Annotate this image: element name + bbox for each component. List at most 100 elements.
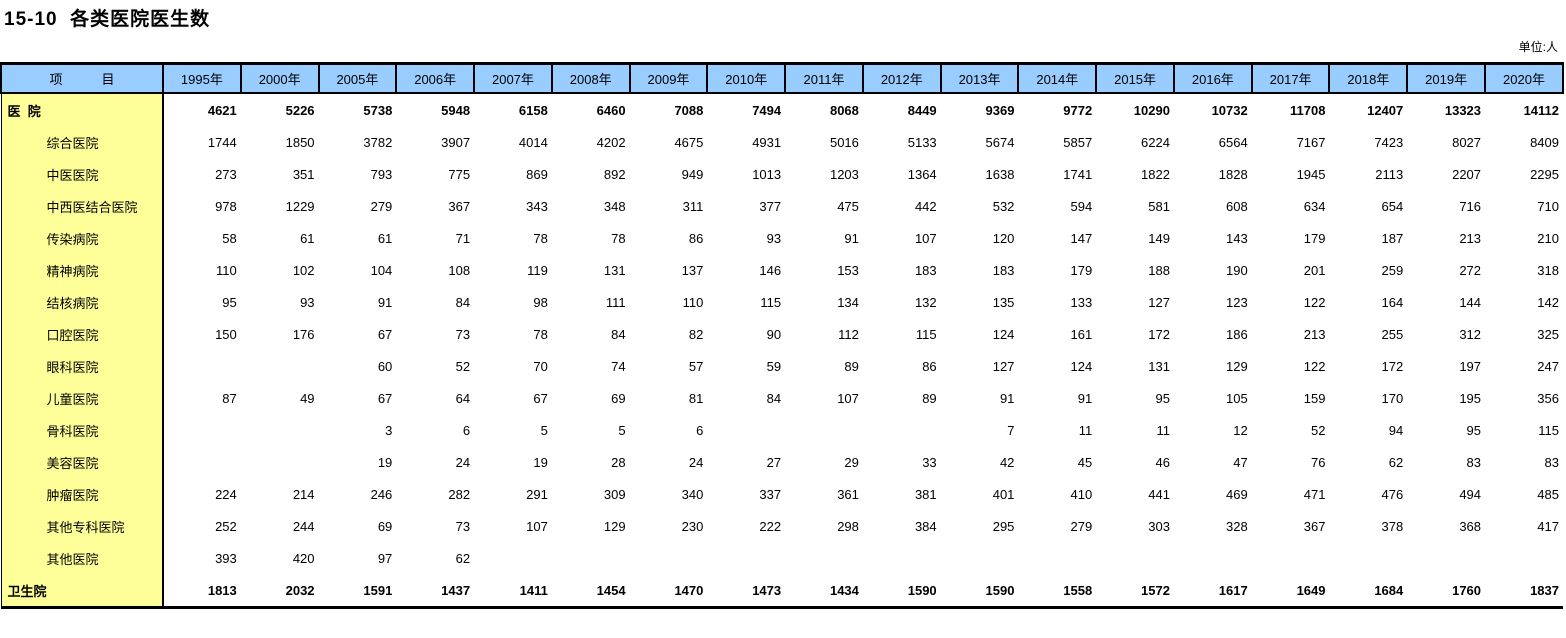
value-cell: 69 [377,518,393,534]
value-cell: 7494 [752,102,782,118]
table-body: 医 院 4621 5226 5738 5948 6158 6460 7088 7494 8068 8… [0,93,1563,609]
table-row: 医 院 4621 5226 5738 5948 6158 6460 7088 7494 8068 8… [0,93,1563,126]
value-cell: 24 [688,454,704,470]
value-cell: 64 [455,390,471,406]
value-cell: 172 [1381,358,1404,374]
value-cell: 91 [999,390,1015,406]
page-title: 15-10 各类医院医生数 [4,9,211,30]
value-cell: 2295 [1530,166,1559,182]
value-cell: 1813 [163,574,241,609]
table-row: 结核病院 95 93 91 84 98 111 110 115 134 132 135 133 127 12… [0,286,1563,318]
value-cell: 793 [370,166,393,182]
value-cell: 84 [766,390,782,406]
value-cell: 24 [455,454,471,470]
year-column-header: 2013年 [939,62,1020,94]
value-cell: 115 [1538,422,1559,438]
value-cell: 469 [1226,486,1248,502]
value-cell: 86 [922,358,937,374]
value-cell: 442 [914,198,937,214]
value-cell: 1590 [940,574,1019,609]
value-cell: 129 [1226,358,1248,374]
value-cell: 4202 [596,134,626,150]
value-cell: 8068 [829,102,859,118]
row-label: 医 院 [0,93,164,126]
value-cell: 343 [526,198,548,214]
value-cell: 164 [1381,294,1404,310]
table-row: 肿瘤医院 224 214 246 282 291 309 340 337 361 381 401 410… [0,478,1563,510]
value-cell: 87 [222,390,237,406]
row-label: 口腔医院 [0,318,164,350]
value-cell: 377 [759,198,782,214]
value-cell: 255 [1381,326,1404,342]
value-cell: 1850 [285,134,315,150]
value-cell: 94 [1388,422,1404,438]
value-cell: 6 [696,422,704,438]
value-cell: 6 [462,422,471,438]
value-cell: 188 [1148,262,1170,278]
yearbook-table: 项 目 1995年 2000年 2005年 2006年 2007年 2008年 2009年 2… [0,62,1564,609]
value-cell: 634 [1303,198,1326,214]
value-cell: 11708 [1290,102,1326,118]
value-cell: 83 [1466,454,1482,470]
value-cell: 69 [611,390,626,406]
value-cell: 1837 [1485,574,1563,609]
value-cell: 420 [292,550,315,566]
value-cell: 67 [377,326,393,342]
value-cell: 309 [603,486,626,502]
value-cell: 111 [605,294,626,310]
value-cell [863,414,941,446]
value-cell: 46 [1155,454,1170,470]
value-cell: 1822 [1141,166,1170,182]
value-cell: 74 [611,358,626,374]
value-cell: 5857 [1063,134,1093,150]
value-cell: 351 [292,166,315,182]
value-cell [1329,542,1407,574]
table-row: 卫生院 1813 2032 1591 1437 1411 1454 1470 1473 1434 1… [0,574,1563,609]
value-cell: 1617 [1173,574,1252,609]
value-cell [863,542,941,574]
value-cell: 124 [1070,358,1093,374]
value-cell: 1434 [785,574,863,609]
value-cell: 1364 [907,166,937,182]
value-cell: 93 [766,230,782,246]
value-cell: 98 [533,294,548,310]
value-cell: 11 [1156,422,1170,438]
table-row: 口腔医院 150 176 67 73 78 84 82 90 112 115 124 161 172 186… [0,318,1563,350]
year-column-header: 2010年 [706,62,787,94]
value-cell: 252 [215,518,237,534]
value-cell: 122 [1303,358,1326,374]
row-label: 儿童医院 [0,382,164,414]
value-cell: 115 [915,326,937,342]
value-cell [163,414,241,446]
value-cell [241,414,319,446]
year-column-header: 2016年 [1172,62,1253,94]
value-cell: 73 [455,518,471,534]
value-cell: 123 [1226,294,1248,310]
value-cell: 214 [292,486,315,502]
value-cell [1407,542,1485,574]
value-cell: 122 [1303,294,1326,310]
value-cell: 368 [1459,518,1482,534]
value-cell: 5674 [985,134,1015,150]
row-label: 卫生院 [0,574,164,609]
year-column-header: 2009年 [628,62,709,94]
value-cell: 1558 [1018,574,1097,609]
value-cell: 356 [1537,390,1559,406]
value-cell: 367 [448,198,471,214]
value-cell: 33 [922,454,937,470]
value-cell: 384 [914,518,937,534]
value-cell: 170 [1381,390,1404,406]
value-cell: 153 [837,262,859,278]
value-cell: 6460 [596,102,626,118]
table-row: 眼科医院 60 52 70 74 57 59 89 86 127 124 131 129 122 172 19… [0,350,1563,382]
value-cell: 7 [1007,422,1015,438]
value-cell [707,414,785,446]
value-cell: 59 [766,358,782,374]
value-cell: 6224 [1141,134,1170,150]
value-cell: 62 [1388,454,1404,470]
value-cell: 91 [844,230,859,246]
value-cell: 58 [222,230,237,246]
value-cell: 19 [533,454,548,470]
value-cell: 91 [1077,390,1093,406]
value-cell: 67 [533,390,548,406]
